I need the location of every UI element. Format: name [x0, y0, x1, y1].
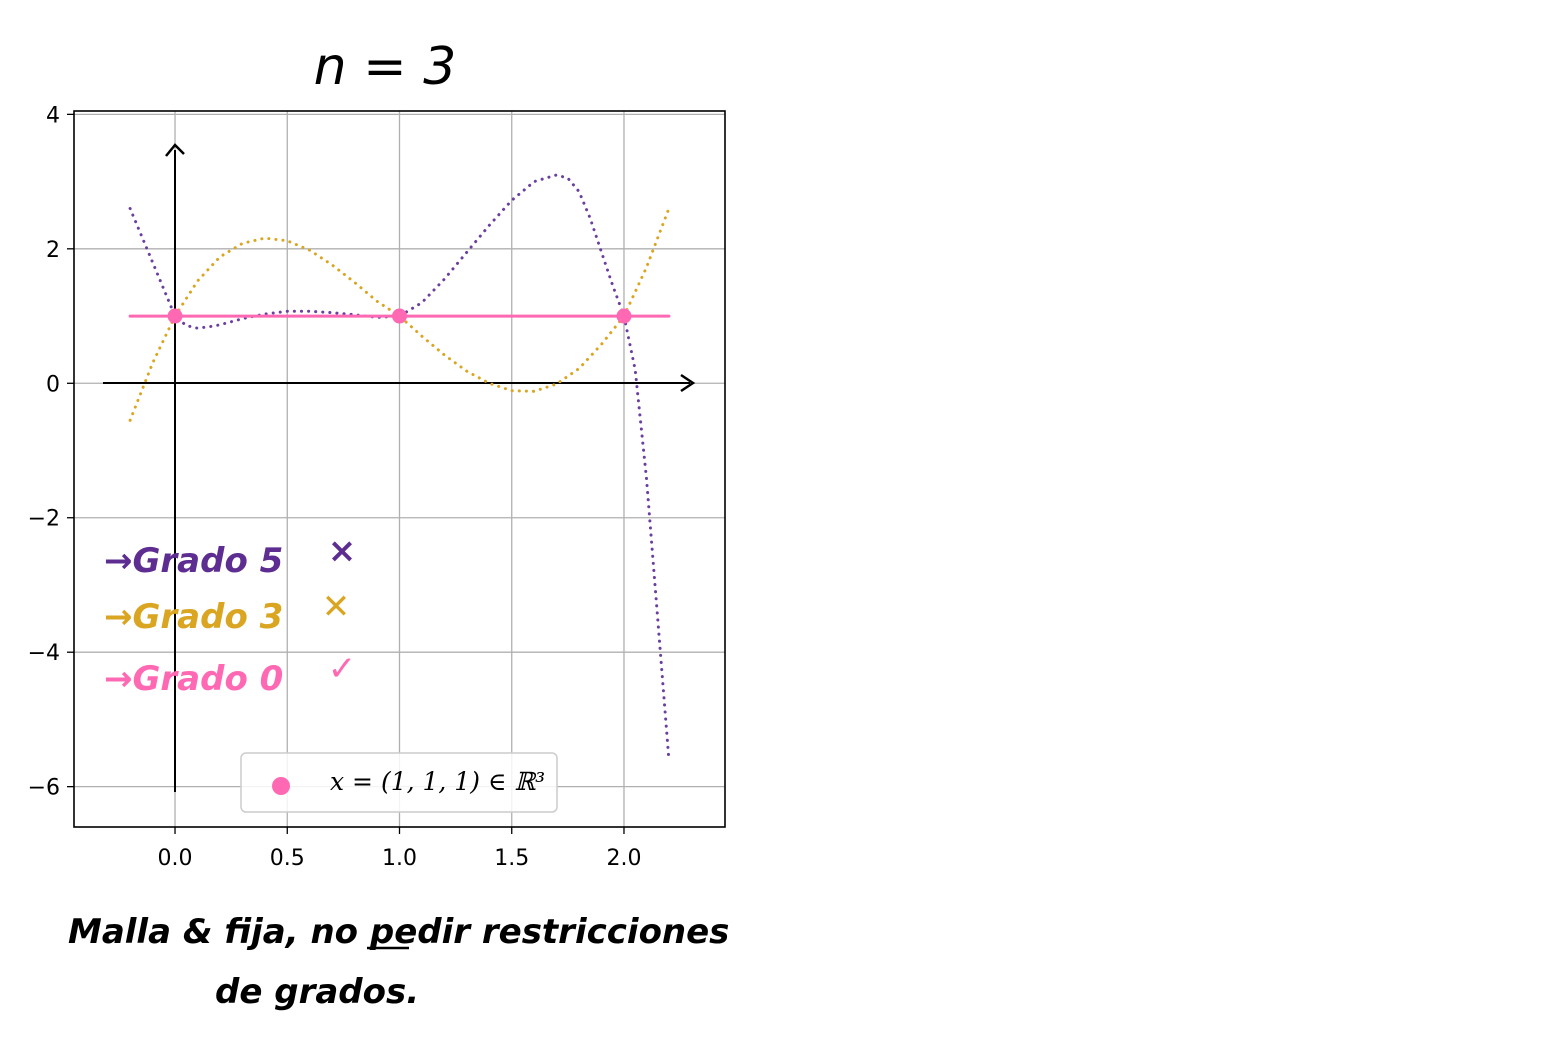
- y-tick-label: 2: [46, 238, 60, 263]
- x-tick-label: 1.5: [494, 846, 529, 871]
- legend-marker: [272, 777, 290, 795]
- y-tick-label: −4: [28, 641, 60, 666]
- data-point: [392, 308, 407, 324]
- hand-x-axis-arrowhead: [680, 373, 696, 393]
- y-tick-label: 4: [46, 103, 60, 128]
- y-tick-label: −6: [28, 776, 60, 801]
- legend: x = (1, 1, 1) ∈ ℝ³: [240, 752, 558, 813]
- chart-title: n = 3: [314, 37, 457, 97]
- handwritten-note: Malla & fija, no pedir restricciones de …: [68, 912, 729, 1012]
- annotation-label: →Grado 0: [104, 659, 283, 699]
- annotation-mark: ×: [328, 531, 357, 571]
- series-line-1: [128, 173, 671, 762]
- hand-y-axis-arrowhead: [165, 143, 185, 157]
- annotation-label: →Grado 5: [104, 541, 283, 581]
- y-tick-label: 0: [46, 372, 60, 397]
- x-tick-label: 0.0: [158, 846, 193, 871]
- annotation-mark: ✕: [322, 587, 351, 627]
- points-layer: [167, 308, 632, 324]
- x-tick-label: 2.0: [606, 846, 641, 871]
- grid: [74, 111, 725, 827]
- hand-annotations: →Grado 5 × →Grado 3 ✕ →Grado 0 ✓: [104, 531, 356, 699]
- x-tick-label: 0.5: [270, 846, 305, 871]
- x-tick-label: 1.0: [382, 846, 417, 871]
- annotation-label: →Grado 3: [104, 597, 283, 637]
- y-tick-label: −2: [28, 507, 60, 532]
- annotation-mark: ✓: [328, 649, 357, 689]
- note-line-1: Malla & fija, no pedir restricciones: [68, 912, 729, 952]
- ticks: 0.0 0.5 1.0 1.5 2.0 4 2 0 −2 −4 −6: [28, 103, 642, 871]
- legend-label: x = (1, 1, 1) ∈ ℝ³: [330, 767, 545, 796]
- data-point: [616, 308, 632, 324]
- note-line-2: de grados.: [215, 972, 419, 1012]
- legend-box: [240, 752, 558, 813]
- data-point: [167, 308, 183, 324]
- hand-drawn-axes: [103, 143, 696, 792]
